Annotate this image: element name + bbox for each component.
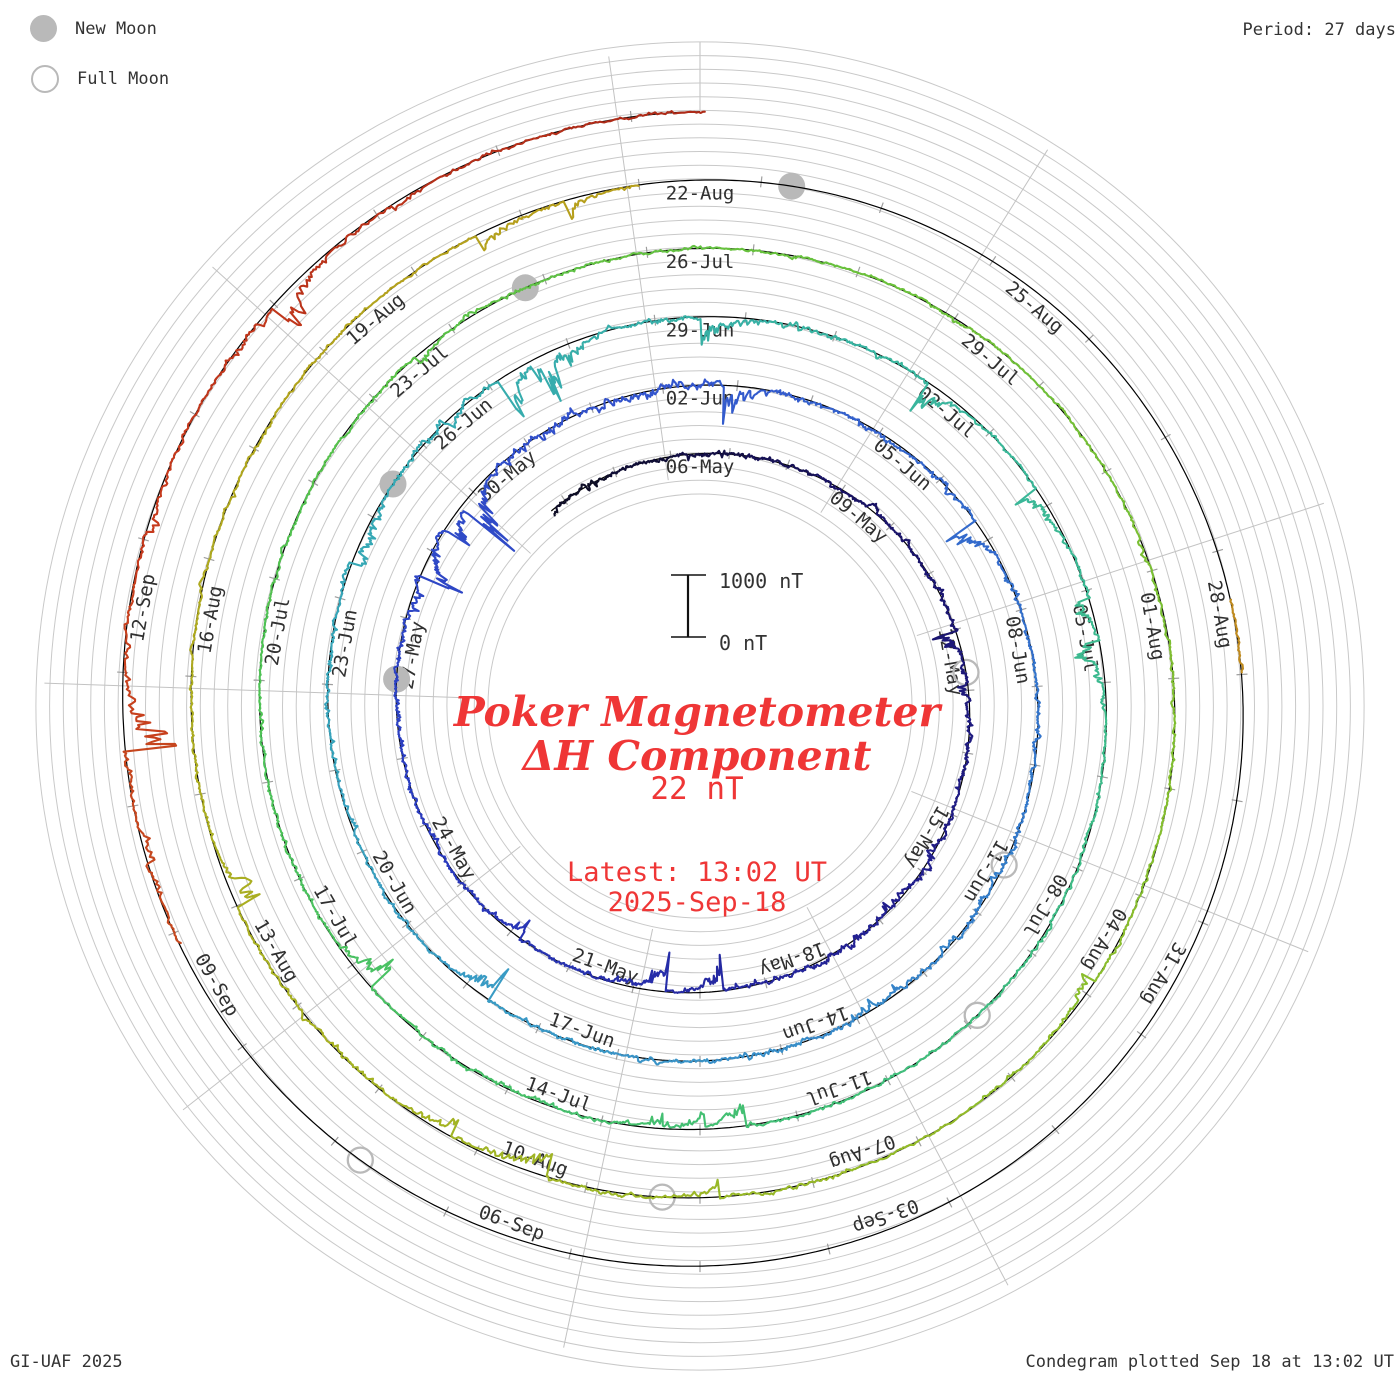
ring-date-label: 30-May [474, 446, 541, 507]
ring-date-label: 04-Aug [1078, 904, 1131, 974]
legend-new-moon-label: New Moon [75, 18, 157, 39]
baseline-spiral [122, 111, 1244, 1267]
plot-title-line2: ΔH Component [522, 732, 872, 780]
legend-full-moon-label: Full Moon [77, 69, 170, 89]
delta-h-trace [122, 110, 1245, 1200]
ring-date-label: 31-Aug [1137, 938, 1190, 1008]
ring-date-label: 03-Sep [850, 1194, 922, 1238]
period-label: Period: 27 days [1242, 20, 1396, 40]
grid-circles [35, 41, 1365, 1371]
ring-date-label: 05-Jun [869, 434, 936, 495]
scale-bar: 1000 nT 0 nT [671, 569, 803, 655]
full-moon-marker [346, 1146, 374, 1174]
latest-line1: Latest: 13:02 UT [566, 857, 828, 888]
latest-timestamp: Latest: 13:02 UT 2025-Sep-18 [567, 858, 827, 918]
ring-date-label: 06-May [666, 456, 735, 478]
ring-date-label: 19-Aug [342, 289, 409, 350]
ring-date-label: 02-Jun [666, 388, 735, 410]
ring-date-label: 29-Jul [957, 330, 1024, 391]
new-moon-icon [30, 15, 57, 42]
full-moon-marker [990, 851, 1018, 879]
full-moon-icon [31, 65, 59, 93]
plot-title-line1: Poker Magnetometer [453, 688, 941, 736]
ring-date-label: 26-Jul [666, 251, 735, 273]
ring-date-label: 28-Aug [1203, 579, 1237, 650]
legend-new-moon: New Moon [30, 15, 157, 42]
full-moon-marker [963, 1001, 991, 1029]
ring-date-label: 08-Jul [1018, 870, 1071, 940]
ring-date-label: 25-Aug [1001, 277, 1068, 338]
ring-date-label: 10-Aug [499, 1137, 571, 1181]
scale-bottom-label: 0 nT [719, 631, 767, 655]
ring-date-label: 22-Aug [666, 183, 735, 205]
moon-markers [346, 172, 1018, 1211]
ring-date-label: 07-Aug [826, 1130, 898, 1174]
plot-title: Poker Magnetometer ΔH Component [454, 690, 940, 778]
latest-line2: 2025-Sep-18 [607, 887, 787, 918]
scale-top-label: 1000 nT [719, 569, 803, 593]
credit-label: GI-UAF 2025 [10, 1352, 123, 1372]
ring-date-label: 11-Jun [959, 836, 1012, 906]
radial-spokes [44, 56, 1325, 1348]
ring-date-label: 14-Jul [522, 1073, 594, 1117]
legend-full-moon: Full Moon [31, 65, 169, 93]
plotted-label: Condegram plotted Sep 18 at 13:02 UT [1025, 1352, 1394, 1372]
current-value: 22 nT [650, 771, 744, 807]
